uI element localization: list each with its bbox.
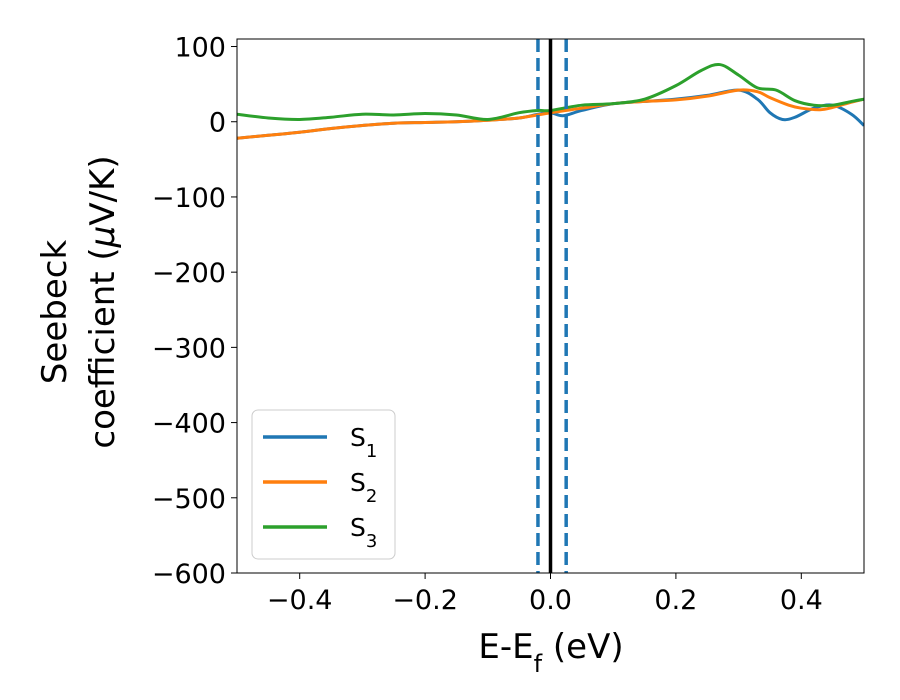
y-tick-label: −100 [152, 183, 226, 214]
y-tick-label: 0 [209, 108, 226, 139]
series-line-s3 [237, 62, 864, 121]
x-tick-label: −0.2 [392, 585, 458, 616]
legend-box [251, 409, 396, 560]
y-tick-label: −200 [152, 258, 226, 289]
x-axis-label: E-Ef (eV) [478, 627, 623, 678]
legend-label-s1: S1 [350, 423, 377, 462]
x-axis: −0.4 −0.2 0.0 0.2 0.4 [267, 573, 823, 616]
series-lines [237, 62, 864, 140]
legend-label-s3: S3 [350, 513, 377, 552]
y-tick-label: 100 [174, 33, 226, 64]
y-tick-label: −300 [152, 333, 226, 364]
reference-lines [536, 39, 568, 573]
x-tick-label: 0.0 [529, 585, 572, 616]
x-tick-label: 0.2 [654, 585, 697, 616]
y-axis-label-line2: coefficient (μV/K) [83, 155, 123, 448]
y-tick-label: −600 [152, 559, 226, 590]
y-tick-label: −500 [152, 484, 226, 515]
legend: S1 S2 S3 [251, 409, 396, 560]
y-axis-label-line1: Seebeck [35, 240, 75, 385]
y-axis: 100 0 −100 −200 −300 −400 −500 −600 [152, 33, 237, 590]
y-tick-label: −400 [152, 409, 226, 440]
legend-label-s2: S2 [350, 468, 377, 507]
x-tick-label: 0.4 [780, 585, 823, 616]
x-tick-label: −0.4 [267, 585, 333, 616]
